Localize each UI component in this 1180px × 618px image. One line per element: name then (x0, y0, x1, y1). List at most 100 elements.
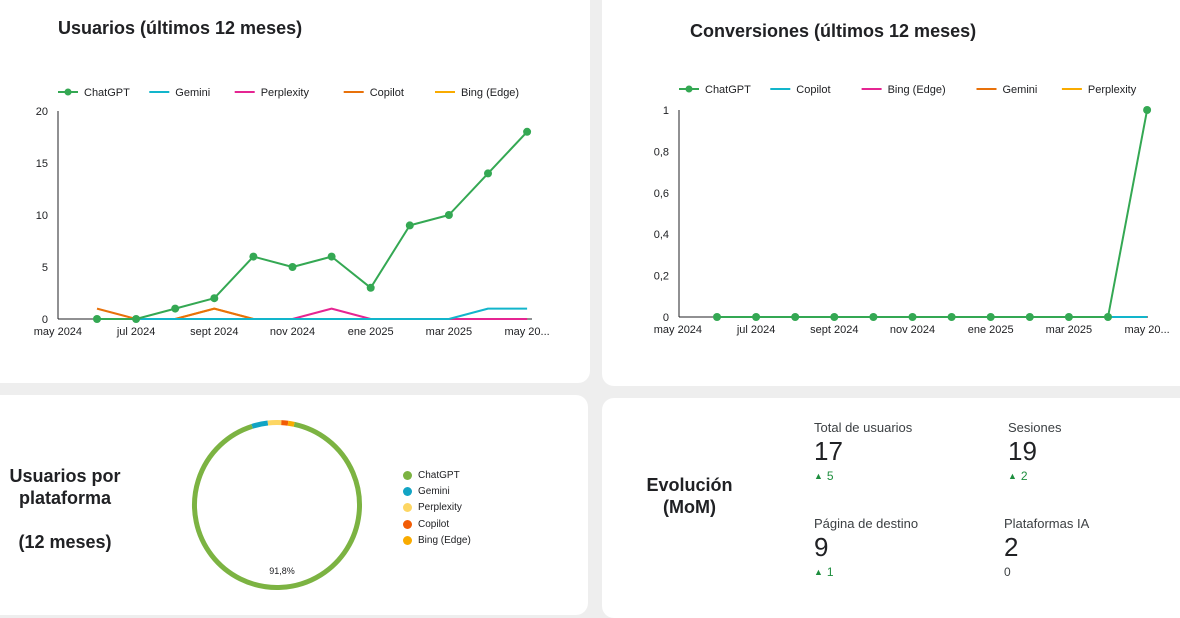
y-tick-label: 0 (42, 314, 48, 326)
x-tick-label: nov 2024 (270, 326, 315, 338)
arrow-up-icon: ▲ (1008, 471, 1017, 481)
legend-item: Copilot (343, 87, 404, 99)
legend-item: Bing (Edge) (861, 84, 946, 96)
x-tick-label: nov 2024 (890, 324, 935, 336)
legend-marker (64, 88, 72, 96)
pie-slice-chatgpt (192, 421, 362, 590)
users-chart-title: Usuarios (últimos 12 meses) (58, 18, 303, 38)
data-point (288, 263, 297, 271)
legend-item: Bing (Edge) (435, 87, 519, 99)
legend-label: Copilot (370, 87, 404, 99)
x-tick-label: mar 2025 (1046, 324, 1092, 336)
metric-label: Sesiones (1008, 420, 1062, 435)
x-tick-label: ene 2025 (968, 324, 1014, 336)
evolution-card: Evolución (MoM) Total de usuarios 17 ▲ 5… (602, 398, 1180, 618)
metric-delta: ▲ 5 (814, 469, 912, 483)
metric-value: 2 (1004, 532, 1019, 562)
data-point (405, 221, 414, 230)
metric-total-users: Total de usuarios 17 ▲ 5 (814, 420, 912, 483)
data-point (791, 313, 800, 321)
data-point (1143, 106, 1152, 114)
legend-label: Copilot (796, 84, 830, 96)
pie-slice-gemini (251, 420, 269, 429)
legend-item: Gemini (149, 87, 210, 99)
pie-title-line1: Usuarios por (9, 466, 121, 486)
legend-item: Copilot (403, 516, 471, 532)
data-point (1025, 313, 1034, 321)
x-tick-label: sept 2024 (190, 326, 238, 338)
y-tick-label: 5 (42, 262, 48, 274)
pie-title-line2: plataforma (18, 488, 112, 508)
legend-item: ChatGPT (679, 84, 751, 96)
metric-value: 19 (1008, 436, 1037, 466)
x-tick-label: jul 2024 (736, 324, 776, 336)
data-point (713, 313, 721, 321)
data-point (366, 283, 375, 292)
legend-label: ChatGPT (705, 84, 751, 96)
metric-delta-value: 0 (1004, 565, 1011, 579)
series-line-perplexity (97, 307, 528, 320)
legend-label: Gemini (175, 87, 210, 99)
legend-dot-icon (403, 535, 412, 545)
metric-delta: 0 (1004, 565, 1089, 579)
x-tick-label: may 2024 (34, 326, 82, 338)
legend-label: Perplexity (418, 502, 462, 514)
y-tick-label: 10 (36, 210, 48, 222)
legend-label: Bing (Edge) (418, 534, 471, 546)
y-tick-label: 15 (36, 158, 48, 170)
legend-item: ChatGPT (58, 87, 130, 99)
users-chart-card: Usuarios (últimos 12 meses) 0 5 10 15 20 may … (0, 0, 590, 383)
data-point (132, 315, 141, 323)
y-tick-label: 0,6 (654, 188, 669, 200)
data-point (986, 313, 995, 321)
legend-label: Gemini (1003, 84, 1038, 96)
y-tick-label: 0 (663, 312, 669, 324)
arrow-up-icon: ▲ (814, 471, 823, 481)
legend-item: Perplexity (403, 500, 471, 516)
legend-item: Copilot (770, 84, 831, 96)
series-line-gemini (97, 307, 528, 320)
series-line-chatgpt (717, 109, 1149, 318)
x-tick-label: ene 2025 (348, 326, 394, 338)
pie-slice-perplexity (267, 420, 282, 426)
pie-legend: ChatGPT Gemini Perplexity Copilot Bing (Edge… (403, 467, 471, 548)
legend-label: Perplexity (1088, 84, 1137, 96)
metric-delta-value: 1 (826, 565, 834, 579)
data-point (752, 313, 761, 321)
legend-item: Bing (Edge) (403, 532, 471, 548)
data-point (1064, 313, 1073, 321)
data-point (444, 211, 453, 219)
data-point (210, 294, 219, 303)
data-point (830, 313, 839, 321)
y-tick-label: 20 (36, 106, 48, 118)
arrow-up-icon: ▲ (814, 567, 823, 577)
pie-title: Usuarios por plataforma (0, 465, 130, 509)
data-point (93, 315, 101, 323)
legend-label: Perplexity (261, 87, 310, 99)
legend-label: ChatGPT (418, 469, 460, 481)
metric-sessions: Sesiones 19 ▲ 2 (1008, 420, 1061, 483)
legend-label: Copilot (418, 518, 450, 530)
data-point (523, 127, 532, 136)
metric-delta: ▲ 1 (814, 565, 918, 579)
data-point (249, 252, 258, 261)
x-tick-label: sept 2024 (810, 324, 858, 336)
pie-slice-label: 91,8% (269, 566, 295, 576)
conversions-line-chart: 0 0,2 0,4 0,6 0,8 1 may 2024 jul 2024 sept 2024 n… (654, 84, 1170, 336)
x-tick-label: may 2024 (654, 324, 702, 336)
x-tick-label: mar 2025 (426, 326, 472, 338)
y-tick-label: 0,8 (654, 146, 669, 158)
metric-delta-value: 2 (1020, 469, 1028, 483)
legend-label: Bing (Edge) (888, 84, 946, 96)
platform-pie-chart: 91,8% (192, 420, 362, 590)
legend-label: Gemini (418, 485, 450, 497)
legend-marker (685, 85, 693, 93)
legend-dot-icon (403, 470, 412, 480)
metric-delta: ▲ 2 (1008, 469, 1061, 483)
legend-item: Gemini (403, 483, 471, 499)
y-tick-label: 1 (663, 105, 669, 117)
x-tick-label: jul 2024 (116, 326, 156, 338)
data-point (171, 304, 180, 313)
legend-item: Gemini (976, 84, 1038, 96)
metric-value: 17 (814, 436, 843, 466)
